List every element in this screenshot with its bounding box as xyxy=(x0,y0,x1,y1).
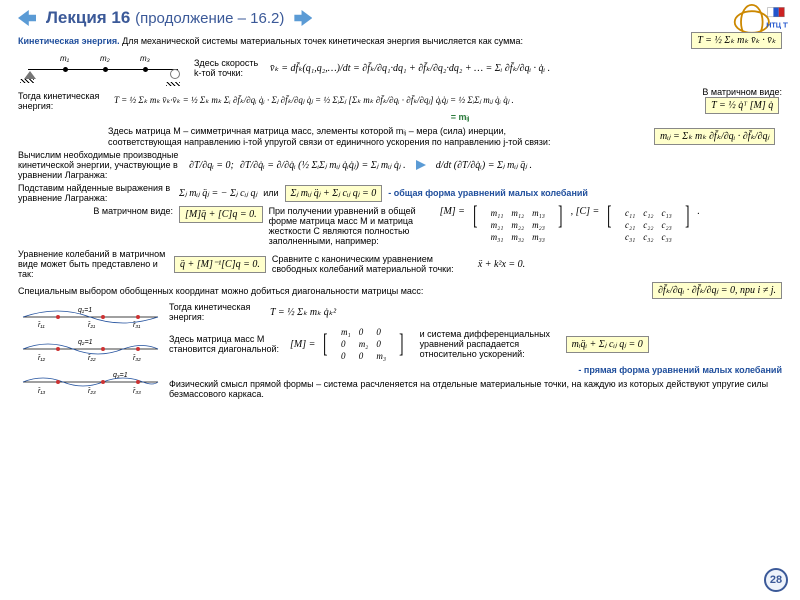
title-main: Лекция 16 xyxy=(46,8,130,27)
substitute-row: Подставим найденные выражения в уравнени… xyxy=(18,183,782,203)
direct-form-box: mᵢq̈ᵢ + Σⱼ cᵢⱼ qⱼ = 0 xyxy=(566,336,649,353)
orthog-box: ∂f̄ₖ/∂qᵢ · ∂f̄ₖ/∂qⱼ = 0, при i ≠ j. xyxy=(652,282,782,299)
mij-under: = mᵢⱼ xyxy=(451,112,470,122)
or-label: или xyxy=(263,188,278,198)
svg-text:r̄₁₁: r̄₁₁ xyxy=(38,321,46,329)
subst-text: Подставим найденные выражения в уравнени… xyxy=(18,183,173,203)
svg-text:НТЦ ТТ: НТЦ ТТ xyxy=(766,20,788,29)
vk-formula: v̄ₖ = df̄ₖ(q₁,q₂,…)/dt = ∂f̄ₖ/∂q₁·dq₁ + … xyxy=(270,63,550,74)
slide-title: Лекция 16 (продолжение – 16.2) xyxy=(46,8,284,28)
svg-text:r̄₃₃: r̄₃₃ xyxy=(133,387,141,395)
svg-text:q₂=1: q₂=1 xyxy=(78,339,93,346)
svg-text:r̄₂₁: r̄₂₁ xyxy=(88,321,96,329)
dT-dqdot: ∂T/∂q̇ᵢ = ∂/∂q̇ᵢ (½ ΣᵢΣⱼ mᵢⱼ q̇ᵢq̇ⱼ) = Σ… xyxy=(240,160,406,171)
M-description-row: Здесь матрица M – симметричная матрица м… xyxy=(18,126,782,147)
then-ke-label: Тогда кинетическая энергия: xyxy=(18,91,108,111)
formula-T-sum: T = ½ Σₖ mₖ v̄ₖ · v̄ₖ xyxy=(691,32,782,49)
C-eq-label: , [C] = xyxy=(571,206,600,217)
diagonal-row: q₁=1 r̄₁₁ r̄₂₁ r̄₃₁ q₂=1 r̄₁₂ r̄₂₂ r̄₃₂ q₃=1 r̄… xyxy=(18,302,782,399)
alt-matrix-row: Уравнение колебаний в матричном виде мож… xyxy=(18,249,782,279)
subst-f1: Σⱼ mᵢⱼ q̈ⱼ = − Σⱼ cᵢⱼ qⱼ xyxy=(179,188,257,199)
M-diag-matrix: m₁000m₂000m₃ xyxy=(336,325,391,363)
arrow-icon xyxy=(416,160,426,170)
ddt-formula: d/dt (∂T/∂q̇ᵢ) = Σⱼ mᵢⱼ q̈ⱼ . xyxy=(436,160,532,171)
dT-dq: ∂T/∂qᵢ = 0; xyxy=(189,160,234,171)
mij-formula-box: mᵢⱼ = Σₖ mₖ ∂f̄ₖ/∂qᵢ · ∂f̄ₖ/∂qⱼ xyxy=(654,128,775,145)
beam-diagram: m₁ m₂ m₃ xyxy=(18,52,188,84)
general-form-box: Σⱼ mᵢⱼ q̈ⱼ + Σⱼ cᵢⱼ qⱼ = 0 xyxy=(285,185,383,202)
vk-label: Здесь скорость k-той точки: xyxy=(194,58,264,78)
diag-M-text: Здесь матрица масс M становится диагонал… xyxy=(169,334,284,354)
MC-eq-box: [M]q̈ + [C]q = 0. xyxy=(179,206,263,223)
decouple-text: и система дифференциальных уравнений рас… xyxy=(420,329,560,359)
canonical-text: Сравните с каноническим уравнением свобо… xyxy=(272,254,472,274)
diag-text: Специальным выбором обобщенных координат… xyxy=(18,286,646,296)
ke-chain: T = ½ Σₖ mₖ v̄ₖ·v̄ₖ = ½ Σₖ mₖ Σᵢ ∂f̄ₖ/∂q… xyxy=(114,95,696,106)
mass-diagram-row: m₁ m₂ m₃ Здесь скорость k-той точки: v̄ₖ… xyxy=(18,52,782,84)
next-arrow-icon[interactable] xyxy=(294,10,312,26)
matrix-form-label: В матричном виде: xyxy=(702,87,782,97)
svg-text:r̄₂₂: r̄₂₂ xyxy=(88,354,96,362)
svg-text:r̄₃₁: r̄₃₁ xyxy=(133,321,141,329)
matrix-form-row: В матричном виде: [M]q̈ + [C]q = 0. При … xyxy=(18,206,782,246)
direct-form-tag: - прямая форма уравнений малых колебаний xyxy=(578,365,782,375)
prev-arrow-icon[interactable] xyxy=(18,10,36,26)
full-matrices-text: При получении уравнений в общей форме ма… xyxy=(269,206,434,246)
slide-header: Лекция 16 (продолжение – 16.2) xyxy=(18,8,782,28)
ke-expansion-row: Тогда кинетическая энергия: T = ½ Σₖ mₖ … xyxy=(18,87,782,114)
physical-meaning: Физический смысл прямой формы – система … xyxy=(169,379,782,399)
T-diag: T = ½ Σₖ mₖ q̇ₖ² xyxy=(270,307,336,318)
canonical-eq: ẍ + k²x = 0. xyxy=(478,259,525,270)
general-form-tag: - общая форма уравнений малых колебаний xyxy=(388,188,588,198)
deriv-text: Вычислим необходимые производные кинетич… xyxy=(18,150,183,180)
svg-text:r̄₁₂: r̄₁₂ xyxy=(38,354,46,362)
svg-text:r̄₃₂: r̄₃₂ xyxy=(133,354,141,362)
lagrange-derivatives: Вычислим необходимые производные кинетич… xyxy=(18,150,782,180)
page-number: 28 xyxy=(764,568,788,592)
matrix-form-label2: В матричном виде: xyxy=(18,206,173,216)
kinetic-energy-intro: Кинетическая энергия. Для механической с… xyxy=(18,32,782,49)
ke-text: Для механической системы материальных то… xyxy=(122,36,523,46)
M-matrix: m₁₁m₁₂m₁₃m₂₁m₂₂m₂₃m₃₁m₃₂m₃₃ xyxy=(486,206,550,244)
mode-shapes-diagram: q₁=1 r̄₁₁ r̄₂₁ r̄₃₁ q₂=1 r̄₁₂ r̄₂₂ r̄₃₂ q₃=1 r̄… xyxy=(18,302,163,397)
Minv-box: q̈ + [M]⁻¹[C]q = 0. xyxy=(174,256,266,273)
alt-text: Уравнение колебаний в матричном виде мож… xyxy=(18,249,168,279)
svg-text:r̄₁₃: r̄₁₃ xyxy=(38,387,46,395)
then-ke2: Тогда кинетическая энергия: xyxy=(169,302,264,322)
svg-text:q₃=1: q₃=1 xyxy=(113,372,128,379)
title-sub: (продолжение – 16.2) xyxy=(135,10,284,27)
T-matrix-box: T = ½ q̇ᵀ [M] q̇ xyxy=(705,97,779,114)
svg-text:q₁=1: q₁=1 xyxy=(78,307,92,314)
M-eq-label: [M] = xyxy=(440,206,465,217)
ke-heading: Кинетическая энергия. xyxy=(18,36,120,46)
C-matrix: c₁₁c₁₂c₁₃c₂₁c₂₂c₂₃c₃₁c₃₂c₃₃ xyxy=(620,206,677,244)
svg-text:r̄₂₃: r̄₂₃ xyxy=(88,387,96,395)
diagonal-choice-row: Специальным выбором обобщенных координат… xyxy=(18,282,782,299)
